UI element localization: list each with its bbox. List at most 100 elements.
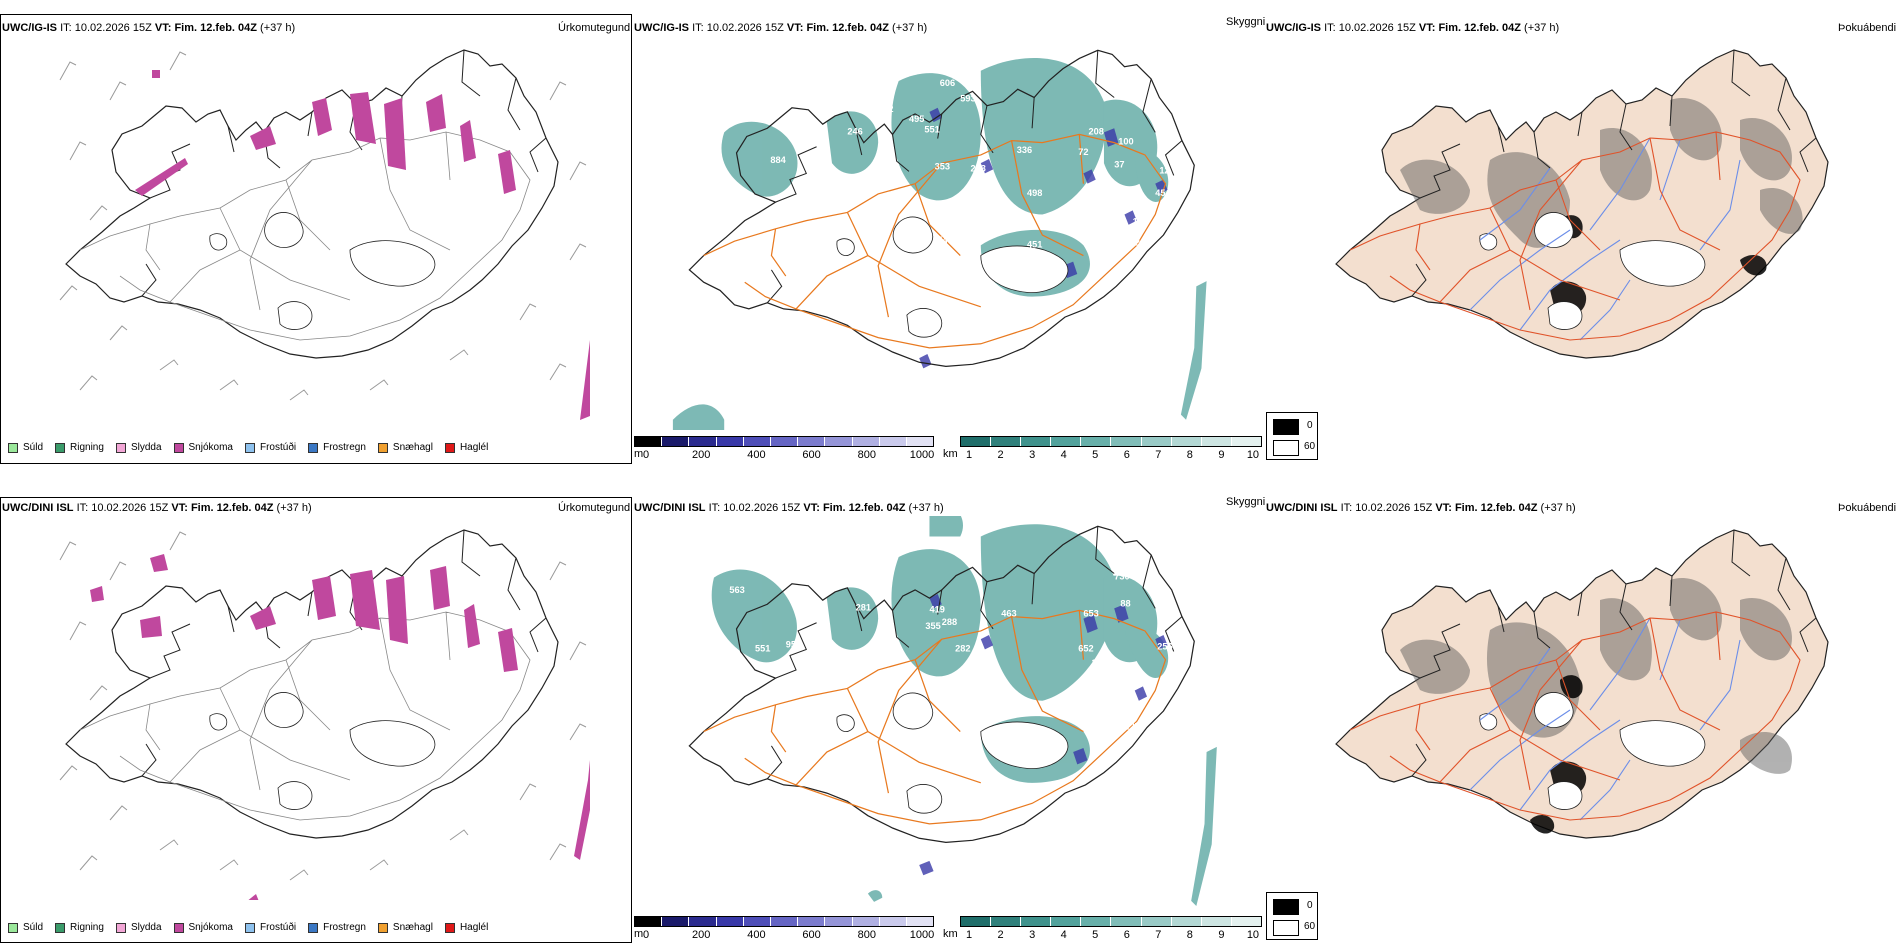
fog-legend-top-label: 0 bbox=[1307, 420, 1313, 431]
fog-map-bottom bbox=[1335, 529, 1829, 839]
colorbar-swatch bbox=[798, 437, 826, 446]
legend-item: Súld bbox=[8, 442, 43, 453]
lead-time: (+37 h) bbox=[1540, 502, 1576, 514]
height-unit-top: m bbox=[634, 448, 644, 460]
colorbar-swatch bbox=[662, 437, 690, 446]
header-visibility-top: UWC/IG-IS IT: 10.02.2026 15Z VT: Fim. 12… bbox=[634, 21, 927, 35]
colorbar-swatch bbox=[1201, 917, 1232, 926]
visibility-value-label: 33 bbox=[1092, 658, 1102, 668]
visibility-value-label: 551 bbox=[755, 643, 770, 653]
visibility-value-label: 12 bbox=[1159, 165, 1169, 175]
vt-value: Fim. 12.feb. 04Z bbox=[822, 502, 906, 514]
colorbar-swatch bbox=[825, 917, 853, 926]
height-colorbar-top: 0 200 400 600 800 1000 bbox=[634, 436, 934, 461]
header-visibility-bottom: UWC/DINI ISL IT: 10.02.2026 15Z VT: Fim.… bbox=[634, 501, 944, 515]
legend-label: Frostúði bbox=[259, 922, 297, 933]
visibility-value-label: 463 bbox=[1001, 609, 1016, 619]
visibility-value-label: 256 bbox=[1157, 641, 1172, 651]
it-label: IT: bbox=[60, 22, 72, 34]
visibility-value-label: 37 bbox=[1114, 159, 1124, 169]
colorbar-tick-label: 5 bbox=[1092, 449, 1099, 461]
height-unit-bottom: m bbox=[634, 928, 644, 940]
colorbar-tick-label: 6 bbox=[1123, 449, 1130, 461]
colorbar-tick-label: 8 bbox=[1186, 449, 1193, 461]
colorbar-tick-label: 1 bbox=[965, 929, 973, 941]
model-name: UWC/IG-IS bbox=[2, 22, 57, 34]
fog-legend-white bbox=[1273, 440, 1299, 456]
vt-label: VT: bbox=[1418, 22, 1436, 34]
visibility-value-label: 336 bbox=[1017, 145, 1032, 155]
lead-time: (+37 h) bbox=[1524, 22, 1560, 34]
it-value: 10.02.2026 15Z bbox=[723, 502, 801, 514]
colorbar-swatch bbox=[1231, 917, 1261, 926]
visibility-value-label: 19 bbox=[1133, 217, 1143, 227]
model-name: UWC/IG-IS bbox=[1266, 22, 1321, 34]
colorbar-tick-label: 3 bbox=[1029, 449, 1036, 461]
colorbar-swatch bbox=[1171, 437, 1202, 446]
visibility-value-label: 951 bbox=[786, 639, 801, 649]
visibility-value-label: 496 bbox=[1114, 85, 1129, 95]
colorbar-swatch bbox=[743, 917, 771, 926]
colorbar-tick-label: 6 bbox=[1123, 929, 1130, 941]
vis-unit-top: km bbox=[943, 448, 958, 460]
colorbar-tick-label: 9 bbox=[1218, 929, 1225, 941]
colorbar-tick-label: 600 bbox=[802, 449, 821, 461]
legend-item: Frostúði bbox=[244, 922, 297, 933]
lead-time: (+37 h) bbox=[908, 502, 944, 514]
vt-value: Fim. 12.feb. 04Z bbox=[190, 502, 274, 514]
vis-unit-bottom: km bbox=[943, 928, 958, 940]
it-label: IT: bbox=[76, 502, 89, 514]
legend-label: Frostregn bbox=[323, 922, 366, 933]
colorbar-swatch bbox=[716, 917, 744, 926]
legend-item: Snjókoma bbox=[173, 922, 233, 933]
legend-swatch bbox=[444, 442, 455, 453]
legend-item: Frostregn bbox=[308, 442, 366, 453]
visibility-value-label: 730 bbox=[1114, 572, 1129, 582]
colorbar-swatch bbox=[1111, 437, 1142, 446]
precip-type-frame-top bbox=[0, 14, 632, 464]
legend-item: Súld bbox=[8, 922, 43, 933]
fog-legend-white bbox=[1273, 920, 1299, 936]
fog-gray bbox=[1400, 98, 1803, 248]
legend-item: Haglél bbox=[444, 442, 489, 453]
colorbar-swatch bbox=[716, 437, 744, 446]
legend-label: Súld bbox=[23, 442, 44, 453]
colorbar-swatch bbox=[635, 437, 663, 446]
colorbar-tick-label: 0 bbox=[642, 929, 650, 941]
colorbar-swatch bbox=[1201, 437, 1232, 446]
visibility-value-label: 593 bbox=[960, 94, 975, 104]
visibility-value-label: 63 bbox=[1150, 738, 1160, 748]
colorbar-swatch bbox=[1111, 917, 1142, 926]
legend-swatch bbox=[173, 922, 184, 933]
visibility-value-label: 495 bbox=[909, 114, 924, 124]
visibility-value-label: 884 bbox=[770, 155, 786, 165]
vis-colorbar-ticks: 1 2 3 4 5 6 7 8 9 10 bbox=[960, 927, 1262, 941]
legend-item: Frostúði bbox=[244, 442, 296, 453]
visibility-value-label: 122 bbox=[1124, 237, 1139, 247]
colorbar-tick-label: 7 bbox=[1155, 929, 1162, 941]
colorbar-swatch bbox=[825, 437, 853, 446]
colorbar-swatch bbox=[879, 437, 907, 446]
colorbar-swatch bbox=[1021, 437, 1052, 446]
fog-map-top bbox=[1335, 49, 1829, 359]
height-colorbar-bottom: 0 200 400 600 800 1000 bbox=[634, 916, 934, 941]
vt-value: Fim. 12.feb. 04Z bbox=[174, 22, 257, 34]
legend-label: Slydda bbox=[130, 922, 162, 933]
visibility-value-label: 458 bbox=[929, 855, 944, 865]
fog-legend-top-label: 0 bbox=[1307, 900, 1313, 911]
visibility-title-top: Skyggni bbox=[1226, 16, 1266, 28]
it-value: 10.02.2026 15Z bbox=[74, 22, 152, 34]
colorbar-swatch bbox=[798, 917, 826, 926]
colorbar-tick-label: 1 bbox=[965, 449, 973, 461]
colorbar-swatch bbox=[770, 437, 799, 446]
visibility-value-label: 653 bbox=[1083, 609, 1098, 619]
height-colorbar-ticks: 0 200 400 600 800 1000 bbox=[634, 447, 934, 461]
vt-label: VT: bbox=[154, 22, 172, 34]
colorbar-tick-label: 1000 bbox=[909, 449, 935, 461]
visibility-value-label: 72 bbox=[1078, 147, 1088, 157]
legend-label: Haglél bbox=[459, 442, 489, 453]
legend-label: Slydda bbox=[130, 442, 162, 453]
colorbar-tick-label: 200 bbox=[692, 929, 711, 941]
colorbar-tick-label: 4 bbox=[1060, 929, 1067, 941]
it-label: IT: bbox=[708, 502, 721, 514]
